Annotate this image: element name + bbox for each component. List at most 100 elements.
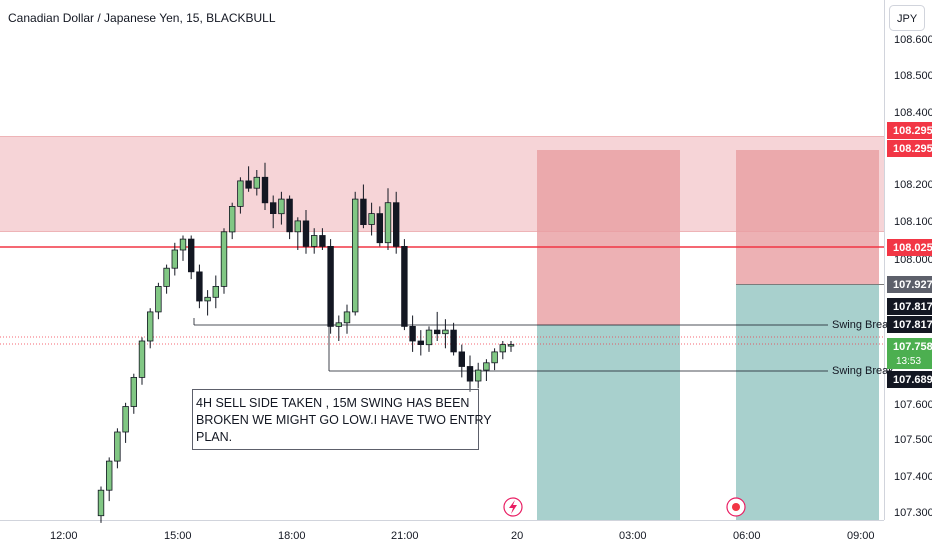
candle-bull[interactable] <box>179 238 187 251</box>
position-2-target-zone[interactable] <box>736 285 879 520</box>
candle-bull[interactable] <box>146 311 154 342</box>
resistance-badge-label: 108.025 <box>893 242 932 254</box>
candle-bull[interactable] <box>228 205 236 233</box>
candle-bull[interactable] <box>483 362 490 371</box>
time-tick-0300: 03:00 <box>619 530 647 542</box>
target-bottom-badge[interactable] <box>887 140 932 157</box>
candle-bear[interactable] <box>401 245 408 327</box>
candle-bear[interactable] <box>319 235 326 247</box>
candle-bull[interactable] <box>442 329 449 335</box>
candle-bull[interactable] <box>294 220 301 233</box>
position-1-stop-zone[interactable] <box>537 150 680 325</box>
currency-button-label: JPY <box>897 13 918 25</box>
candle-bull[interactable] <box>253 176 260 189</box>
price-tick-108400: 108.400 <box>894 107 932 119</box>
time-tick-1500: 15:00 <box>164 530 192 542</box>
candle-bull[interactable] <box>237 180 244 207</box>
candle-bear[interactable] <box>433 329 441 335</box>
candle-bull[interactable] <box>499 344 506 353</box>
last-price-badge[interactable] <box>887 338 932 369</box>
candle-bear[interactable] <box>187 238 195 273</box>
price-tick-107600: 107.600 <box>894 399 932 411</box>
candle-bull[interactable] <box>351 198 359 313</box>
symbol-title[interactable]: Canadian Dollar / Japanese Yen, 15, BLAC… <box>8 11 276 25</box>
price-tick-107300: 107.300 <box>894 507 932 519</box>
target-top-badge[interactable] <box>887 122 932 139</box>
last-price-badge-label: 107.758 <box>893 341 932 353</box>
swing-break-label-2[interactable]: Swing Break <box>832 365 894 377</box>
candle-bull[interactable] <box>384 202 392 244</box>
candle-bear[interactable] <box>466 366 474 382</box>
candle-bear[interactable] <box>196 271 203 302</box>
candle-bull[interactable] <box>278 198 285 215</box>
stop-badge[interactable] <box>887 276 932 293</box>
candle-bull[interactable] <box>138 340 146 378</box>
candle-bear[interactable] <box>360 198 367 226</box>
candle-bull[interactable] <box>163 267 170 287</box>
note-line-3: PLAN. <box>196 430 232 444</box>
price-tick-107500: 107.500 <box>894 434 932 446</box>
candle-bull[interactable] <box>204 296 211 302</box>
time-tick-1200: 12:00 <box>50 530 78 542</box>
candle-bull[interactable] <box>368 213 375 225</box>
candle-bull[interactable] <box>507 344 515 347</box>
candle-bear[interactable] <box>302 220 310 247</box>
price-tick-108200: 108.200 <box>894 179 932 191</box>
candle-bear[interactable] <box>286 198 293 233</box>
bar-countdown: 13:53 <box>896 356 921 367</box>
candle-bear[interactable] <box>327 245 334 327</box>
time-axis-panel[interactable] <box>0 520 932 550</box>
note-box[interactable]: 4H SELL SIDE TAKEN , 15M SWING HAS BEEN … <box>192 389 493 450</box>
candle-bull[interactable] <box>114 431 121 462</box>
flash-event-icon[interactable] <box>503 497 523 517</box>
candles-layer[interactable] <box>97 162 515 523</box>
time-tick-day-20: 20 <box>511 530 523 542</box>
time-tick-0900: 09:00 <box>847 530 875 542</box>
candle-bear[interactable] <box>450 329 457 353</box>
candle-bear[interactable] <box>409 325 416 342</box>
price-tick-108000-partial: 108.000 <box>894 254 932 266</box>
note-line-2: BROKEN WE MIGHT GO LOW.I HAVE TWO ENTRY <box>196 413 492 427</box>
currency-button[interactable]: JPY <box>889 5 925 31</box>
note-line-1: 4H SELL SIDE TAKEN , 15M SWING HAS BEEN <box>196 396 469 410</box>
swing-high-badge-2[interactable] <box>887 316 932 333</box>
candle-bull[interactable] <box>474 369 482 382</box>
candle-bull[interactable] <box>425 329 433 346</box>
candle-bear[interactable] <box>245 180 252 189</box>
time-tick-1800: 18:00 <box>278 530 306 542</box>
candle-bull[interactable] <box>106 460 113 491</box>
time-tick-0600: 06:00 <box>733 530 761 542</box>
record-event-icon[interactable] <box>726 497 746 517</box>
swing-high-badge-2-label: 107.817 <box>893 319 932 331</box>
candle-bull[interactable] <box>155 285 162 313</box>
candle-bull[interactable] <box>97 489 105 517</box>
candle-bull[interactable] <box>343 311 351 324</box>
resistance-badge[interactable] <box>887 239 932 256</box>
price-axis-panel[interactable] <box>884 0 932 520</box>
candle-bull[interactable] <box>335 322 342 327</box>
candle-bear[interactable] <box>269 202 277 214</box>
target-bottom-badge-label: 108.295 <box>893 143 932 155</box>
position-2-stop-zone[interactable] <box>736 150 879 285</box>
candle-bear[interactable] <box>458 351 465 367</box>
candle-bear[interactable] <box>392 202 400 247</box>
candle-bull[interactable] <box>491 351 498 364</box>
target-top-badge-label: 108.295 <box>893 125 932 137</box>
candle-bear[interactable] <box>417 340 424 345</box>
candle-bear[interactable] <box>261 176 269 204</box>
candle-bull[interactable] <box>220 231 228 287</box>
candle-bull[interactable] <box>212 285 219 298</box>
position-1-target-zone[interactable] <box>537 325 680 520</box>
swing-break-label-1[interactable]: Swing Break <box>832 319 894 331</box>
candle-bull[interactable] <box>122 406 129 433</box>
candle-bull[interactable] <box>310 235 318 247</box>
candle-bull[interactable] <box>171 249 178 269</box>
candle-bear[interactable] <box>376 213 383 244</box>
price-tick-108600: 108.600 <box>894 34 932 46</box>
swing-low-badge[interactable] <box>887 371 932 388</box>
swing-high-badge[interactable] <box>887 298 932 315</box>
time-tick-2100: 21:00 <box>391 530 419 542</box>
candle-bull[interactable] <box>130 376 137 407</box>
note-box-frame <box>192 389 479 450</box>
